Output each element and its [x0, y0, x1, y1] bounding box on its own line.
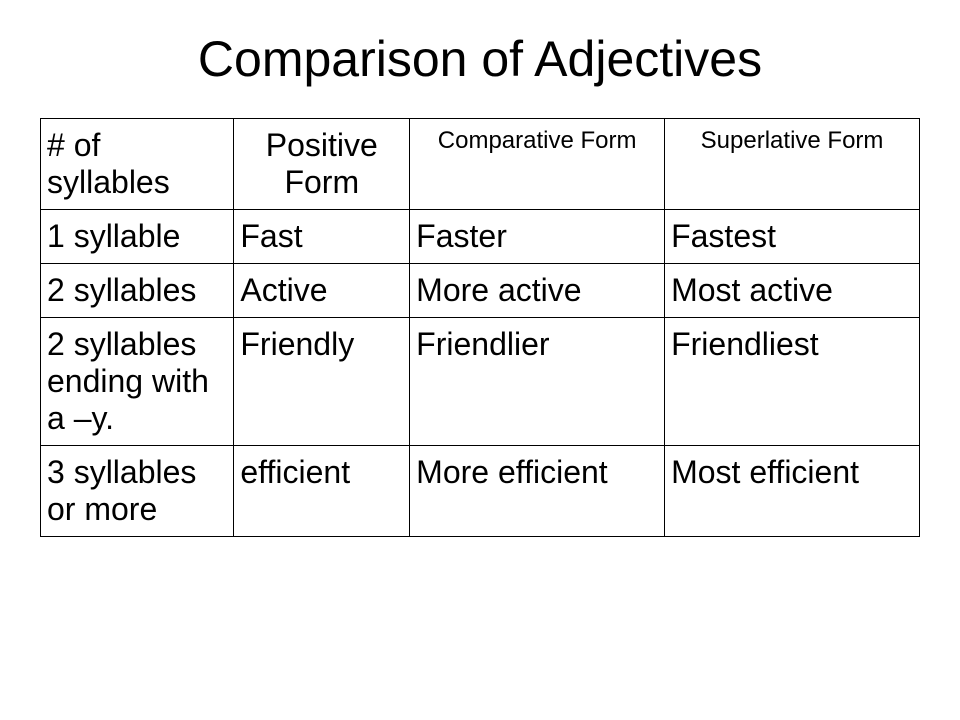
col-header-syllables: # of syllables — [41, 119, 234, 210]
col-header-comparative: Comparative Form — [410, 119, 665, 210]
cell-positive: Active — [234, 264, 410, 318]
cell-positive: Friendly — [234, 318, 410, 446]
cell-superlative: Most efficient — [665, 446, 920, 537]
cell-positive: efficient — [234, 446, 410, 537]
cell-superlative: Friendliest — [665, 318, 920, 446]
cell-superlative: Fastest — [665, 210, 920, 264]
col-header-superlative: Superlative Form — [665, 119, 920, 210]
cell-syllables: 3 syllables or more — [41, 446, 234, 537]
table-row: 1 syllable Fast Faster Fastest — [41, 210, 920, 264]
cell-comparative: Friendlier — [410, 318, 665, 446]
cell-syllables: 2 syllables ending with a –y. — [41, 318, 234, 446]
page-title: Comparison of Adjectives — [40, 30, 920, 88]
adjective-comparison-table: # of syllables Positive Form Comparative… — [40, 118, 920, 537]
table-row: 2 syllables Active More active Most acti… — [41, 264, 920, 318]
cell-positive: Fast — [234, 210, 410, 264]
cell-comparative: More active — [410, 264, 665, 318]
table-header-row: # of syllables Positive Form Comparative… — [41, 119, 920, 210]
table-row: 2 syllables ending with a –y. Friendly F… — [41, 318, 920, 446]
cell-syllables: 1 syllable — [41, 210, 234, 264]
table-row: 3 syllables or more efficient More effic… — [41, 446, 920, 537]
col-header-positive: Positive Form — [234, 119, 410, 210]
cell-syllables: 2 syllables — [41, 264, 234, 318]
cell-superlative: Most active — [665, 264, 920, 318]
cell-comparative: More efficient — [410, 446, 665, 537]
cell-comparative: Faster — [410, 210, 665, 264]
